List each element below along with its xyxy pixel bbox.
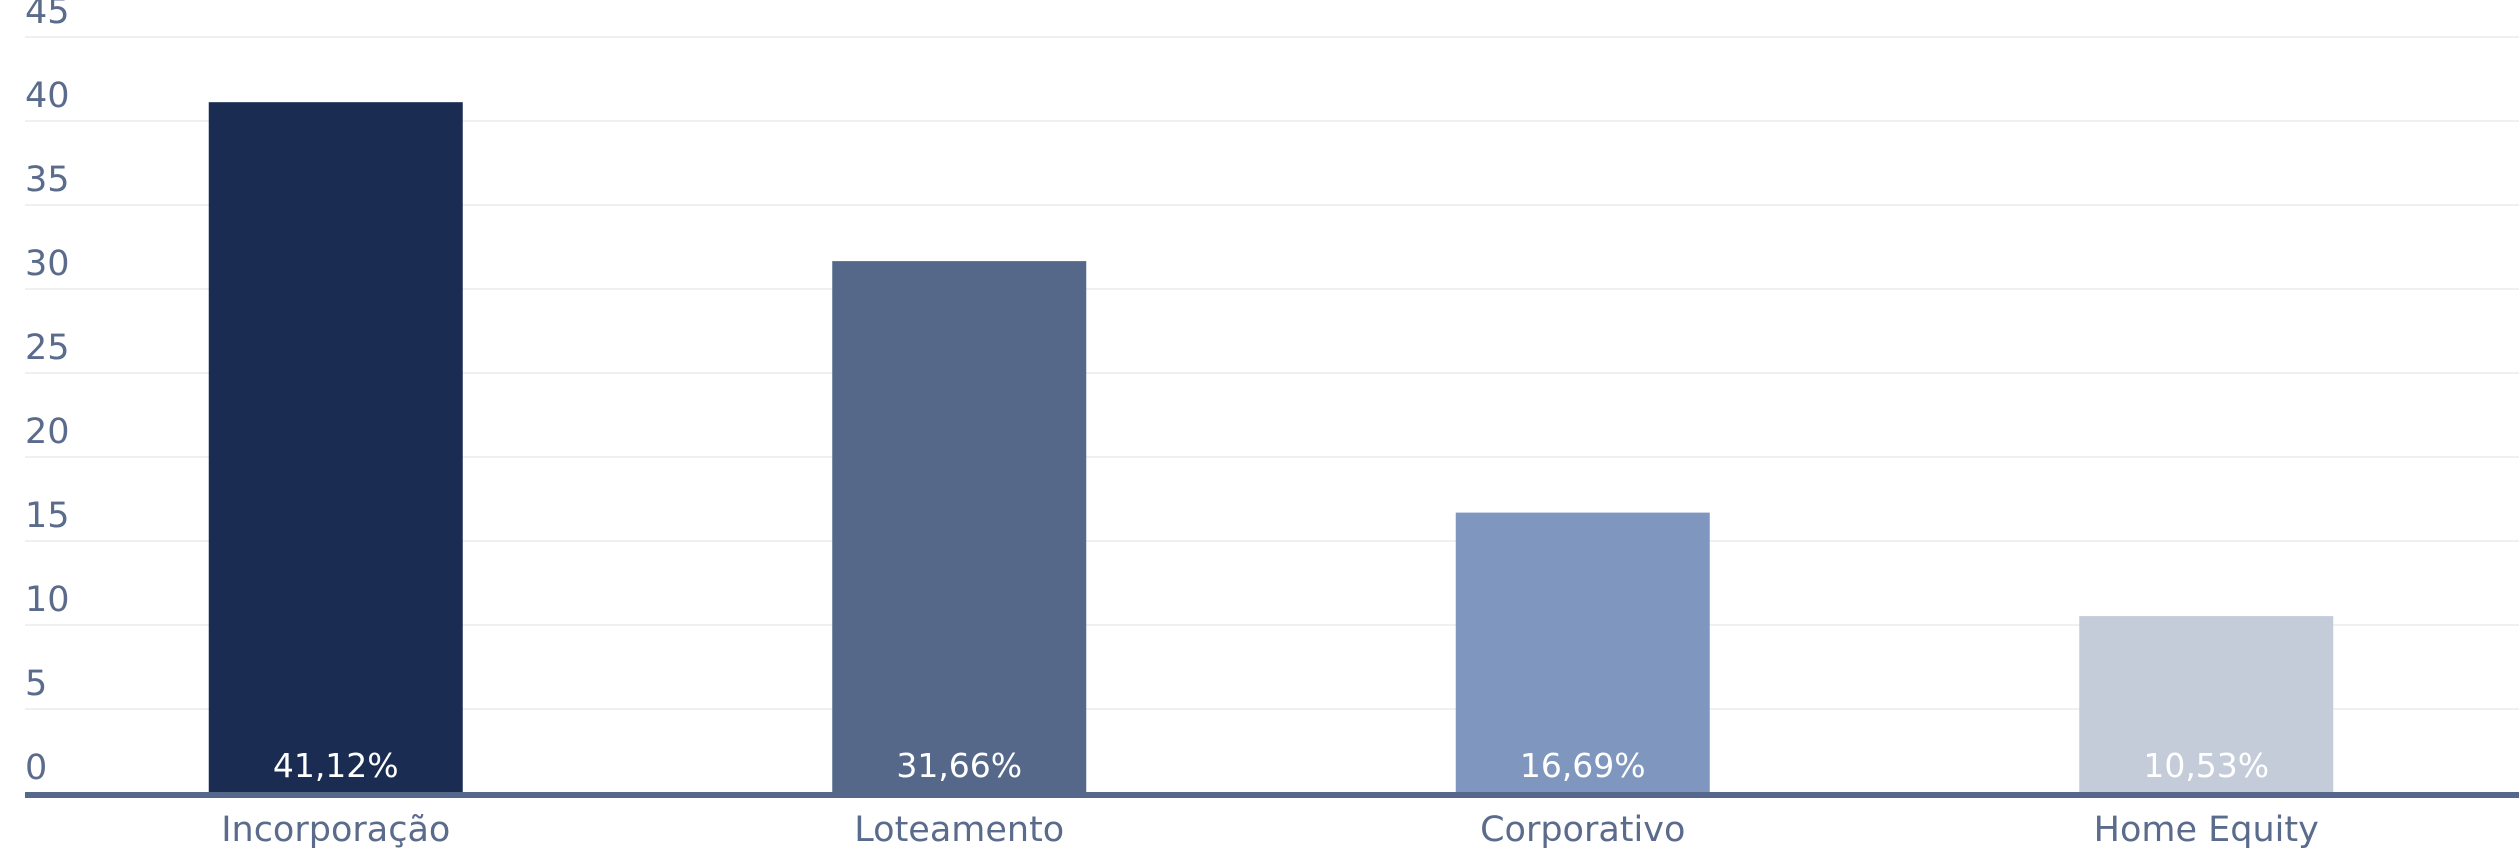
y-tick-label: 15 — [25, 496, 70, 536]
y-tick-label: 5 — [25, 664, 47, 704]
y-tick-label: 10 — [25, 580, 70, 620]
y-tick-label: 0 — [25, 748, 47, 788]
y-axis-ticks: 0 5 10 15 20 25 30 35 40 45 — [25, 0, 70, 788]
x-category-label: Corporativo — [1480, 810, 1685, 850]
y-tick-label: 30 — [25, 244, 70, 284]
bar-data-label: 31,66% — [896, 746, 1022, 785]
bar-data-label: 10,53% — [2143, 746, 2269, 785]
data-labels: 41,12% 31,66% 16,69% 10,53% — [273, 746, 2269, 785]
y-tick-label: 25 — [25, 328, 70, 368]
bar — [208, 102, 463, 793]
x-axis-labels: Incorporação Loteamento Corporativo Home Eq… — [221, 810, 2319, 850]
x-category-label: Incorporação — [221, 810, 450, 850]
x-category-label: Home Equity — [2094, 810, 2319, 850]
bar-data-label: 16,69% — [1520, 746, 1646, 785]
y-tick-label: 35 — [25, 160, 70, 200]
bar-data-label: 41,12% — [273, 746, 399, 785]
bar — [832, 261, 1087, 793]
y-tick-label: 20 — [25, 412, 70, 452]
y-tick-label: 40 — [25, 76, 70, 116]
y-tick-label: 45 — [25, 0, 70, 32]
bar — [1455, 512, 1710, 793]
bar — [2079, 616, 2334, 793]
bars — [208, 102, 2334, 793]
x-category-label: Loteamento — [854, 810, 1064, 850]
